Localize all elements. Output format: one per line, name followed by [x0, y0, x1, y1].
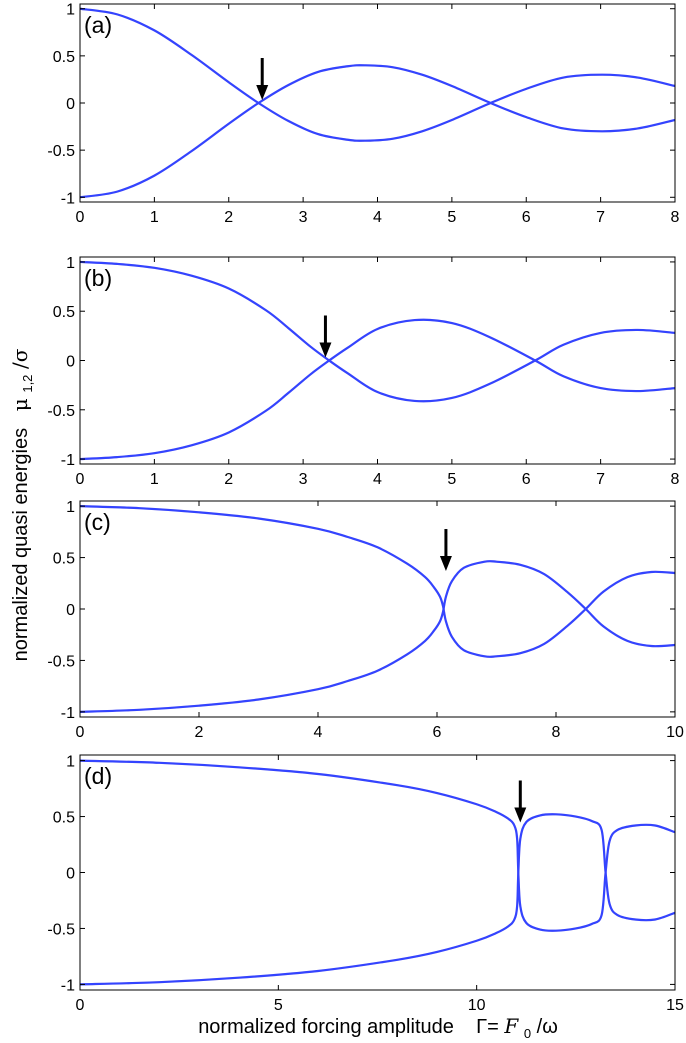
- x-axis-label-spacer: [459, 1016, 470, 1038]
- arrow-head: [514, 807, 527, 823]
- x-tick-label: 6: [522, 471, 531, 488]
- x-tick-label: 2: [224, 471, 233, 488]
- x-tick-label: 4: [373, 471, 382, 488]
- x-tick-label: 0: [76, 724, 85, 741]
- y-tick-label: 0: [66, 96, 75, 113]
- x-tick-label: 8: [552, 724, 561, 741]
- x-tick-label: 4: [314, 724, 323, 741]
- y-tick-label: 0.5: [53, 49, 75, 66]
- y-axis-label-text: normalized quasi energies: [10, 428, 32, 661]
- y-axis-label-spacer: [10, 417, 32, 423]
- x-tick-label: 8: [671, 471, 680, 488]
- x-tick-label: 1: [150, 209, 159, 226]
- x-tick-label: 0: [76, 209, 85, 226]
- y-tick-label: 0: [66, 354, 75, 371]
- y-tick-label: 0.5: [53, 810, 75, 827]
- panel-label: (a): [84, 12, 112, 38]
- series-1-line: [80, 260, 675, 403]
- y-tick-label: 1: [66, 754, 75, 771]
- panels-container: 0 1 2 3 4 5 6 7 810.50-0.5-1(a)0 1 2 3 4 5 6 7 810.50-0.…: [47, 2, 684, 1014]
- y-axis-label: normalized quasi energies μ 1,2 /σ: [8, 348, 37, 661]
- arrow-annotation: [256, 58, 269, 100]
- y-axis-label-symbol: μ: [8, 398, 32, 411]
- series-2-line: [80, 813, 675, 986]
- x-axis-label-F: F: [503, 1014, 519, 1038]
- panel-label: (c): [84, 509, 111, 535]
- panel-label: (b): [84, 265, 112, 291]
- arrow-head: [439, 556, 452, 572]
- x-tick-label: 5: [447, 209, 456, 226]
- x-tick-label: 15: [666, 997, 684, 1014]
- x-tick-label: 0: [76, 471, 85, 488]
- panel-label: (d): [84, 763, 112, 789]
- x-tick-label: 8: [671, 209, 680, 226]
- x-axis-label-subscript: 0: [524, 1026, 531, 1041]
- y-tick-label: 0: [66, 602, 75, 619]
- y-tick-label: 1: [66, 255, 75, 272]
- series-2-line: [80, 64, 675, 199]
- x-tick-label: 7: [596, 209, 605, 226]
- x-tick-label: 2: [224, 209, 233, 226]
- x-axis-label: normalized forcing amplitude Γ= F 0 /ω: [198, 1014, 558, 1043]
- y-tick-label: -0.5: [47, 403, 75, 420]
- x-tick-label: 3: [299, 471, 308, 488]
- y-axis-label-subscript: 1,2: [20, 375, 35, 393]
- y-tick-label: -1: [61, 190, 75, 207]
- x-tick-label: 2: [195, 724, 204, 741]
- series-1-line: [80, 759, 675, 932]
- x-tick-label: 1: [150, 471, 159, 488]
- panel-d-curves: [80, 759, 675, 986]
- y-tick-label: -0.5: [47, 653, 75, 670]
- arrow-annotation: [319, 315, 332, 358]
- arrow-head: [319, 342, 332, 358]
- panel-a-curves: [80, 7, 675, 199]
- y-tick-label: 0: [66, 866, 75, 883]
- y-tick-label: -1: [61, 452, 75, 469]
- x-tick-label: 3: [299, 209, 308, 226]
- y-tick-label: 1: [66, 499, 75, 516]
- y-tick-label: -0.5: [47, 921, 75, 938]
- panel-b: 0 1 2 3 4 5 6 7 8 1 0.5 0 -0.5 -1 (b): [47, 255, 679, 488]
- x-tick-label: 5: [274, 997, 283, 1014]
- x-tick-label: 5: [447, 471, 456, 488]
- panel-d: 0 5 10 15 1 0.5 0 -0.5 -1 (d): [47, 754, 684, 1014]
- series-2-line: [80, 560, 675, 713]
- y-tick-label: 1: [66, 2, 75, 19]
- x-tick-label: 7: [596, 471, 605, 488]
- y-tick-label: 0.5: [53, 304, 75, 321]
- y-tick-label: -0.5: [47, 143, 75, 160]
- x-axis-label-gamma: Γ=: [476, 1016, 499, 1038]
- arrow-annotation: [514, 780, 527, 823]
- x-tick-label: 0: [76, 997, 85, 1014]
- panel-b-curves: [80, 260, 675, 461]
- series-1-line: [80, 7, 675, 142]
- x-tick-label: 10: [666, 724, 684, 741]
- series-2-line: [80, 318, 675, 461]
- x-tick-label: 6: [522, 209, 531, 226]
- arrow-head: [256, 85, 269, 100]
- x-tick-label: 10: [468, 997, 486, 1014]
- y-tick-label: -1: [61, 977, 75, 994]
- x-tick-label: 6: [433, 724, 442, 741]
- x-axis-label-text: normalized forcing amplitude: [198, 1016, 454, 1038]
- x-axis-label-tail: /ω: [537, 1016, 558, 1038]
- y-axis-label-tail: /σ: [8, 348, 32, 369]
- y-tick-label: 0.5: [53, 551, 75, 568]
- panel-c: 0 2 4 6 8 10 1 0.5 0 -0.5 -1 (c): [47, 499, 684, 741]
- y-tick-label: -1: [61, 705, 75, 722]
- panel-a: 0 1 2 3 4 5 6 7 8 1 0.5 0 -0.5 -1 (a): [47, 2, 679, 226]
- x-tick-label: 4: [373, 209, 382, 226]
- panel-c-curves: [80, 505, 675, 713]
- arrow-annotation: [439, 529, 452, 572]
